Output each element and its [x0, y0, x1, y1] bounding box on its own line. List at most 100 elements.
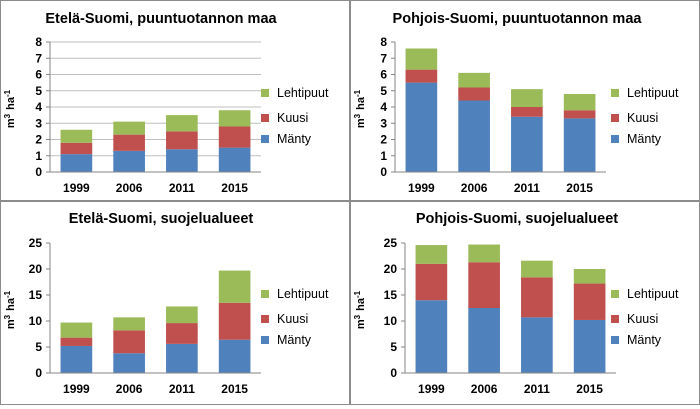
bar-segment-m-nty — [218, 339, 251, 373]
y-tick-label: 3 — [380, 116, 387, 130]
bar-segment-m-nty — [166, 343, 198, 373]
bar-segment-kuusi — [113, 134, 145, 151]
chart-title: Pohjois-Suomi, suojelualueet — [416, 211, 618, 227]
y-tick-label: 0 — [35, 366, 42, 380]
y-axis-label-unit: ha — [5, 297, 17, 311]
bar-segment-lehtipuut — [511, 89, 543, 107]
chart-svg: Etelä-Suomi, suojelualueet 0 5 10 15 20 25 m3 ha… — [3, 211, 329, 396]
y-tick-label: 1 — [35, 149, 42, 163]
bar-segment-lehtipuut — [563, 94, 596, 111]
y-tick-label: 15 — [384, 288, 398, 302]
bar-segment-m-nty — [218, 147, 251, 172]
bar-segment-lehtipuut — [458, 72, 490, 88]
y-tick-label: 4 — [380, 100, 387, 114]
bar-segment-lehtipuut — [60, 322, 93, 338]
x-tick-label: 2006 — [461, 181, 488, 195]
y-axis-label-unit: ha — [355, 297, 367, 311]
y-axis-label: m3 ha-1 — [3, 89, 17, 128]
chart-svg: Etelä-Suomi, puuntuotannon maa 0 1 2 3 4 5 6 7 8 m… — [3, 11, 329, 195]
bar-segment-kuusi — [573, 283, 606, 320]
bar-segment-lehtipuut — [166, 115, 198, 132]
y-axis-label: m3 ha-1 — [3, 290, 17, 329]
x-tick-label: 1999 — [408, 181, 435, 195]
y-tick-label: 20 — [384, 262, 398, 276]
bar-segment-m-nty — [573, 319, 606, 373]
bar-segment-kuusi — [113, 330, 145, 354]
y-axis-label-sup: 3 — [3, 314, 12, 319]
bar-segment-kuusi — [563, 110, 596, 119]
legend-swatch — [261, 89, 269, 97]
bar-segment-lehtipuut — [113, 317, 145, 331]
x-tick-label: 2006 — [471, 382, 498, 396]
bar-segment-m-nty — [521, 317, 553, 373]
legend-label: Mänty — [627, 333, 662, 347]
legend-label: Lehtipuut — [627, 86, 679, 100]
y-axis-label-unit-sup: -1 — [353, 89, 362, 97]
bar-segment-m-nty — [60, 154, 93, 172]
y-axis-label-unit: ha — [355, 96, 367, 110]
y-tick-label: 15 — [29, 288, 43, 302]
y-axis-label-unit-sup: -1 — [3, 290, 12, 298]
legend-swatch — [261, 135, 269, 143]
bar-segment-m-nty — [415, 300, 448, 373]
y-tick-label: 4 — [35, 100, 42, 114]
legend-label: Lehtipuut — [277, 86, 329, 100]
legend-swatch — [261, 290, 269, 298]
bar-segment-kuusi — [60, 337, 93, 346]
legend-label: Mänty — [277, 132, 312, 146]
bar-segment-m-nty — [458, 100, 490, 172]
y-tick-label: 10 — [384, 314, 398, 328]
x-tick-label: 2015 — [566, 181, 593, 195]
legend-label: Lehtipuut — [627, 287, 679, 301]
bar-segment-m-nty — [60, 345, 93, 373]
bar-segment-kuusi — [60, 142, 93, 155]
y-axis-label-unit: ha — [5, 96, 17, 110]
bar-segment-kuusi — [218, 126, 251, 148]
y-tick-label: 25 — [384, 236, 398, 250]
x-tick-label: 2015 — [221, 382, 248, 396]
chart-panel-etela-puuntuotanto: Etelä-Suomi, puuntuotannon maa 0 1 2 3 4 5 6 7 8 m… — [0, 0, 350, 201]
legend-swatch — [611, 336, 619, 344]
x-tick-label: 2006 — [116, 181, 143, 195]
y-axis-label-sup: 3 — [3, 113, 12, 118]
y-tick-label: 8 — [380, 35, 387, 49]
legend-swatch — [611, 89, 619, 97]
chart-panel-pohjois-puuntuotanto: Pohjois-Suomi, puuntuotannon maa 0 1 2 3 4 5 6 7… — [350, 0, 700, 201]
y-tick-label: 5 — [35, 84, 42, 98]
legend-label: Mänty — [627, 132, 662, 146]
y-axis-label-sup: 3 — [353, 113, 362, 118]
bar-segment-m-nty — [166, 149, 198, 172]
legend-swatch — [611, 315, 619, 323]
chart-panel-etela-suojelu: Etelä-Suomi, suojelualueet 0 5 10 15 20 25 m3 ha… — [0, 201, 350, 405]
legend-label: Kuusi — [627, 312, 658, 326]
y-tick-label: 5 — [390, 340, 397, 354]
bar-segment-lehtipuut — [60, 129, 93, 143]
bar-segment-lehtipuut — [113, 121, 145, 135]
x-tick-label: 2011 — [169, 181, 195, 195]
bar-segment-lehtipuut — [415, 245, 448, 264]
y-tick-label: 0 — [390, 366, 397, 380]
bar-segment-lehtipuut — [218, 270, 251, 303]
bar-segment-kuusi — [458, 87, 490, 101]
y-tick-label: 1 — [380, 149, 387, 163]
y-tick-label: 3 — [35, 116, 42, 130]
y-tick-label: 6 — [380, 68, 387, 82]
chart-panel-pohjois-suojelu: Pohjois-Suomi, suojelualueet 0 5 10 15 20 25 m3… — [350, 201, 700, 405]
y-axis-label-base: m — [5, 118, 17, 128]
legend-label: Kuusi — [277, 111, 308, 125]
bar-segment-kuusi — [405, 69, 438, 83]
bar-segment-kuusi — [166, 131, 198, 150]
chart-title: Etelä-Suomi, suojelualueet — [69, 211, 254, 227]
legend-label: Kuusi — [627, 111, 658, 125]
legend-swatch — [261, 114, 269, 122]
chart-title: Pohjois-Suomi, puuntuotannon maa — [393, 11, 643, 27]
y-tick-label: 25 — [29, 236, 43, 250]
y-tick-label: 2 — [35, 133, 42, 147]
x-tick-label: 2015 — [576, 382, 603, 396]
legend-label: Lehtipuut — [277, 287, 329, 301]
bar-segment-m-nty — [468, 308, 500, 373]
y-axis-label-unit-sup: -1 — [3, 89, 12, 97]
y-axis-label: m3 ha-1 — [353, 290, 367, 329]
legend-swatch — [611, 290, 619, 298]
